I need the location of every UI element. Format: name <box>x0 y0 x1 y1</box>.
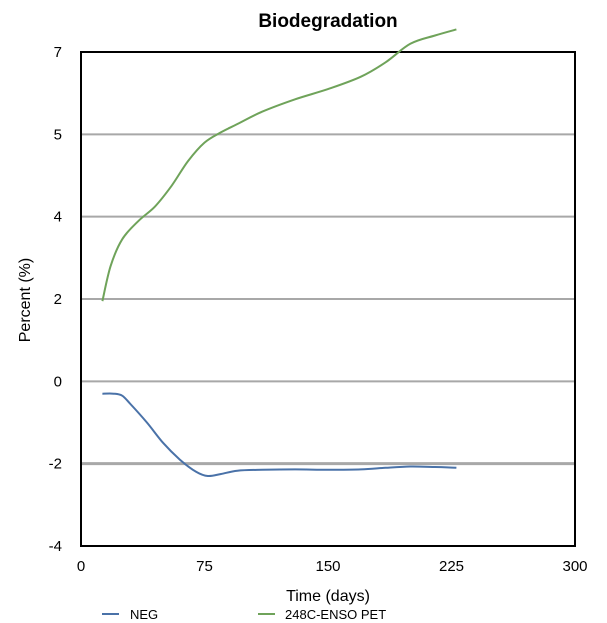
y-tick-label: 7 <box>54 44 62 61</box>
series-line-248c-enso-pet <box>101 28 457 302</box>
y-axis-label: Percent (%) <box>17 258 34 342</box>
legend-label-248c-enso-pet: 248C-ENSO PET <box>285 607 386 622</box>
x-tick-label: 150 <box>315 558 340 575</box>
legend: NEG 248C-ENSO PET <box>102 607 386 622</box>
y-tick-label: -4 <box>49 538 62 555</box>
y-tick-label: 5 <box>54 126 62 143</box>
x-axis-label: Time (days) <box>286 588 370 605</box>
series-layer <box>101 28 457 478</box>
chart-title: Biodegradation <box>258 11 397 32</box>
series-line-neg <box>102 392 457 478</box>
y-tick-label: 2 <box>54 291 62 308</box>
x-tick-label: 300 <box>562 558 587 575</box>
y-tick-labels: -4 -2 0 2 4 5 7 <box>49 44 62 555</box>
x-tick-label: 225 <box>439 558 464 575</box>
x-tick-label: 0 <box>77 558 85 575</box>
y-tick-label: -2 <box>49 456 62 473</box>
y-tick-label: 4 <box>54 209 62 226</box>
gridlines <box>81 133 575 466</box>
x-tick-label: 75 <box>196 558 213 575</box>
y-tick-label: 0 <box>54 373 62 390</box>
x-tick-labels: 0 75 150 225 300 <box>77 558 588 575</box>
plot-frame <box>80 51 576 547</box>
legend-label-neg: NEG <box>130 607 158 622</box>
